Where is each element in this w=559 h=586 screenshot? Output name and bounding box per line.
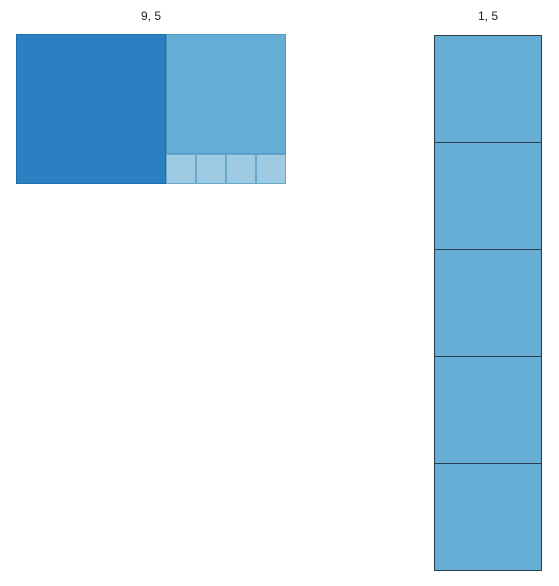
column-square [434, 35, 542, 143]
small-square [166, 154, 196, 184]
column-square [434, 249, 542, 357]
small-square [256, 154, 286, 184]
medium-square [166, 34, 286, 154]
large-square [16, 34, 166, 184]
left-group-label: 9, 5 [140, 9, 161, 23]
small-square [196, 154, 226, 184]
small-square [226, 154, 256, 184]
column-square [434, 356, 542, 464]
right-group-label: 1, 5 [477, 9, 498, 23]
column-square [434, 142, 542, 250]
column-square [434, 463, 542, 571]
